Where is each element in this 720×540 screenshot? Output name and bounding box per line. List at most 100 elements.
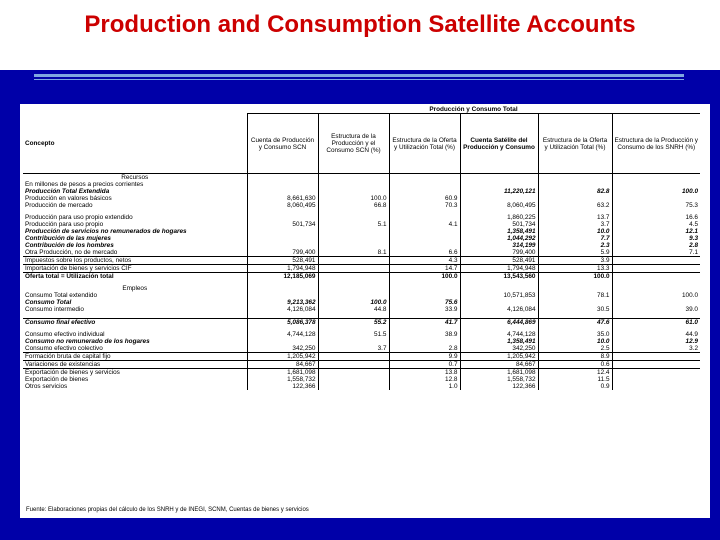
table-row: Consumo efectivo colectivo 342,250 3.7 2.8 3… <box>23 345 700 353</box>
row-label: Producción de servicios no remunerados d… <box>25 228 187 235</box>
row-value <box>388 313 460 319</box>
row-value <box>246 181 318 188</box>
row-value: 5.1 <box>317 221 389 228</box>
row-value <box>246 242 318 249</box>
row-value <box>317 209 389 214</box>
table-row: Exportación de bienes y servicios 1,681,0… <box>23 368 700 376</box>
table-body: Recursos En millones de pesos a precios c… <box>23 173 700 390</box>
row-value: 1,044,292 <box>459 235 538 242</box>
row-value <box>317 285 389 292</box>
row-value: 44.9 <box>611 331 700 338</box>
row-value <box>611 313 700 319</box>
row-value: 799,400 <box>459 249 538 257</box>
row-label: Consumo Total extendido <box>25 292 97 299</box>
row-label: Importación de bienes y servicios CIF <box>23 264 247 273</box>
row-value: 84,667 <box>246 360 318 369</box>
row-value: 4,744,128 <box>459 331 538 338</box>
row-value <box>317 173 389 181</box>
row-value: 3.2 <box>611 345 700 353</box>
row-label: Consumo Total <box>25 299 72 306</box>
row-value: 11,220,121 <box>459 188 538 195</box>
row-value: 6,444,869 <box>459 318 538 326</box>
row-value <box>388 188 460 195</box>
row-value <box>537 326 612 331</box>
row-label: Producción en valores básicos <box>25 195 112 202</box>
row-value: 11.5 <box>537 376 612 383</box>
row-value <box>459 173 538 181</box>
row-value: 528,491 <box>246 256 318 265</box>
row-value: 4,744,128 <box>246 331 318 338</box>
row-value: 1,681,098 <box>459 368 538 376</box>
row-value <box>317 214 389 221</box>
row-value <box>317 352 389 361</box>
row-value <box>388 338 460 345</box>
title-underline-thin <box>34 79 684 80</box>
row-value <box>611 376 700 383</box>
row-value <box>246 285 318 292</box>
row-value <box>317 383 389 390</box>
row-value <box>246 228 318 235</box>
row-value: 33.9 <box>388 306 460 313</box>
row-label: Producción para uso propio extendido <box>25 214 133 221</box>
row-value: 501,734 <box>246 221 318 228</box>
table-row <box>23 209 700 214</box>
row-value <box>459 313 538 319</box>
row-label: Recursos <box>121 174 149 181</box>
table-row: Producción para uso propio extendido 1,86… <box>23 214 700 221</box>
row-label: Consumo no remunerado de los hogares <box>25 338 150 345</box>
row-value: 100.0 <box>611 292 700 299</box>
row-value <box>611 173 700 181</box>
row-value: 47.6 <box>537 318 612 326</box>
table-row <box>23 280 700 285</box>
row-label: Impuestos sobre los productos, netos <box>23 256 247 265</box>
row-label: Variaciones de existencias <box>23 360 247 369</box>
row-value <box>611 368 700 376</box>
table-row: Exportación de bienes 1,558,732 12.8 1,558,… <box>23 376 700 383</box>
row-value <box>388 285 460 292</box>
row-value: 7.7 <box>537 235 612 242</box>
row-value: 84,667 <box>459 360 538 369</box>
row-value <box>537 313 612 319</box>
table-row: Consumo final efectivo 5,086,378 55.2 41.7 6… <box>23 318 700 326</box>
row-value: 1,558,732 <box>459 376 538 383</box>
row-value <box>246 313 318 319</box>
row-value <box>317 280 389 285</box>
table-row: Formación bruta de capital fijo 1,205,942… <box>23 352 700 361</box>
row-label: Empleos <box>122 285 148 292</box>
row-value <box>388 228 460 235</box>
row-value <box>611 256 700 265</box>
column-header: Cuenta Satélite del Producción y Consumo <box>459 113 538 174</box>
table-row <box>23 313 700 319</box>
row-value: 66.8 <box>317 202 389 209</box>
row-value <box>537 195 612 202</box>
row-value <box>611 326 700 331</box>
row-label: Contribución de las mujeres <box>25 235 111 242</box>
table-row: Consumo Total 9,213,362 100.0 75.6 <box>23 299 700 306</box>
row-value <box>246 280 318 285</box>
row-value <box>537 280 612 285</box>
row-value: 75.3 <box>611 202 700 209</box>
row-value: 2.3 <box>537 242 612 249</box>
row-value <box>537 285 612 292</box>
row-value <box>459 280 538 285</box>
row-value: 122,366 <box>459 383 538 390</box>
row-value <box>611 299 700 306</box>
row-value: 10.0 <box>537 338 612 345</box>
row-value <box>537 299 612 306</box>
row-value <box>459 195 538 202</box>
row-value <box>459 209 538 214</box>
table-row: Producción de mercado 8,060,495 66.8 70.3 8,… <box>23 202 700 209</box>
row-value <box>317 272 389 280</box>
row-value <box>611 264 700 273</box>
row-label: Consumo intermedio <box>25 306 84 313</box>
column-header: Estructura de la Producción y Consumo de… <box>611 113 700 174</box>
row-value: 13.8 <box>388 368 460 376</box>
row-value <box>246 292 318 299</box>
title-underline <box>34 74 684 77</box>
row-label: Oferta total = Utilización total <box>23 272 247 280</box>
row-value <box>388 173 460 181</box>
row-value: 9.3 <box>611 235 700 242</box>
row-value: 4.1 <box>388 221 460 228</box>
row-value: 0.9 <box>537 383 612 390</box>
row-value <box>246 173 318 181</box>
